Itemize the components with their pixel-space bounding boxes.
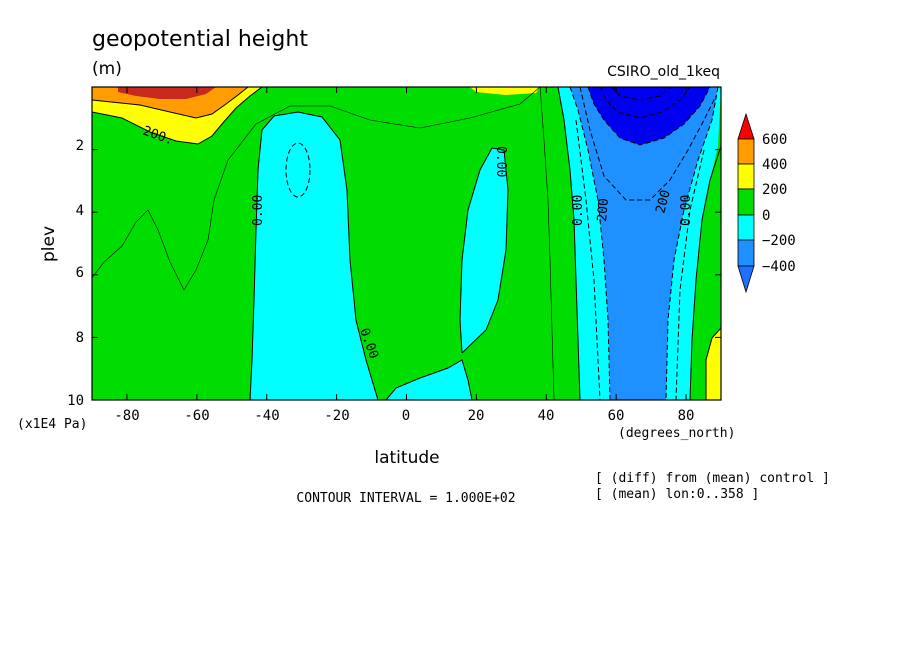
region-negative-400: [588, 87, 710, 145]
note-mean: [ (mean) lon:0..358 ]: [595, 487, 759, 502]
y-axis-title: plev: [39, 226, 59, 262]
contour-lines-dashed: [285, 87, 719, 400]
plot-area: [92, 87, 721, 400]
axis-ticks: [92, 87, 721, 401]
x-tick-label: 0: [402, 408, 410, 424]
contour-interval: CONTOUR INTERVAL = 1.000E+02: [296, 491, 515, 506]
x-units-label: (degrees_north): [618, 426, 735, 441]
x-tick-label: 20: [468, 408, 485, 424]
colorbar-top-arrow: [737, 112, 755, 140]
x-axis: -80 -60 -40 -20 0 20 40 60 80: [114, 408, 694, 424]
region-positive-200-400-c: [706, 328, 721, 400]
colorbar-label: −400: [762, 259, 796, 275]
x-axis-title: latitude: [374, 448, 439, 468]
y-tick-label: 6: [76, 265, 84, 281]
y-tick-label: 2: [76, 138, 84, 154]
x-tick-label: -60: [184, 408, 209, 424]
colorbar-bottom-arrow: [737, 265, 755, 294]
region-negative-0-200-c: [460, 148, 508, 353]
dataset-label: CSIRO_old_1keq: [607, 64, 720, 80]
region-negative-0-200-b: [386, 360, 472, 400]
colorbar-box-0-200: [737, 188, 755, 216]
chart-units: (m): [92, 59, 122, 79]
x-tick-label: -40: [254, 408, 279, 424]
colorbar-box-400-600: [737, 138, 755, 165]
y-tick-label: 10: [67, 393, 84, 409]
region-positive-600: [118, 87, 216, 99]
x-tick-label: -80: [114, 408, 139, 424]
contour-label: 0.00: [493, 146, 508, 177]
colorbar: 600 400 200 0 −200 −400: [737, 112, 796, 294]
contour-label: 200: [595, 198, 612, 223]
note-diff: [ (diff) from (mean) control ]: [595, 471, 830, 486]
colorbar-box-neg200-0: [737, 214, 755, 241]
y-axis: 2 4 6 8 10: [67, 138, 84, 409]
contour-label: 0.00: [251, 195, 266, 226]
colorbar-label: 200: [762, 182, 787, 198]
y-tick-label: 8: [76, 330, 84, 346]
contour-lines-thin: [92, 87, 555, 400]
x-tick-label: -20: [324, 408, 349, 424]
colorbar-label: 400: [762, 157, 787, 173]
colorbar-label: 0: [762, 208, 770, 224]
contour-lines: [92, 87, 721, 400]
colorbar-box-neg400-neg200: [737, 239, 755, 267]
chart-title: geopotential height: [92, 27, 308, 52]
region-negative-200-400: [570, 87, 718, 400]
colorbar-label: −200: [762, 233, 796, 249]
colorbar-box-200-400: [737, 163, 755, 190]
contour-label: 0.00: [679, 195, 694, 226]
y-units-label: (x1E4 Pa): [17, 417, 87, 432]
colorbar-label: 600: [762, 132, 787, 148]
y-tick-label: 4: [76, 203, 84, 219]
x-tick-label: 80: [678, 408, 695, 424]
contour-label: 0.00: [571, 195, 586, 226]
contour-label: 200: [653, 188, 674, 215]
x-tick-label: 60: [608, 408, 625, 424]
x-tick-label: 40: [538, 408, 555, 424]
region-positive-200-400-b: [470, 87, 540, 95]
